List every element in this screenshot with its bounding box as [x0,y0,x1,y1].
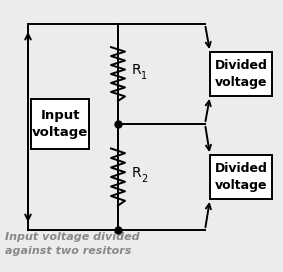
Bar [31,99,89,149]
Bar [210,155,272,199]
Text: 1: 1 [141,71,147,81]
Bar [210,52,272,96]
Text: Divided
voltage: Divided voltage [215,59,267,89]
Text: R: R [132,63,142,77]
Text: Input voltage divided
against two resitors: Input voltage divided against two resito… [5,231,140,256]
Text: Input
voltage: Input voltage [32,109,88,139]
Text: R: R [132,166,142,180]
Text: Divided
voltage: Divided voltage [215,162,267,192]
Text: 2: 2 [141,174,147,184]
